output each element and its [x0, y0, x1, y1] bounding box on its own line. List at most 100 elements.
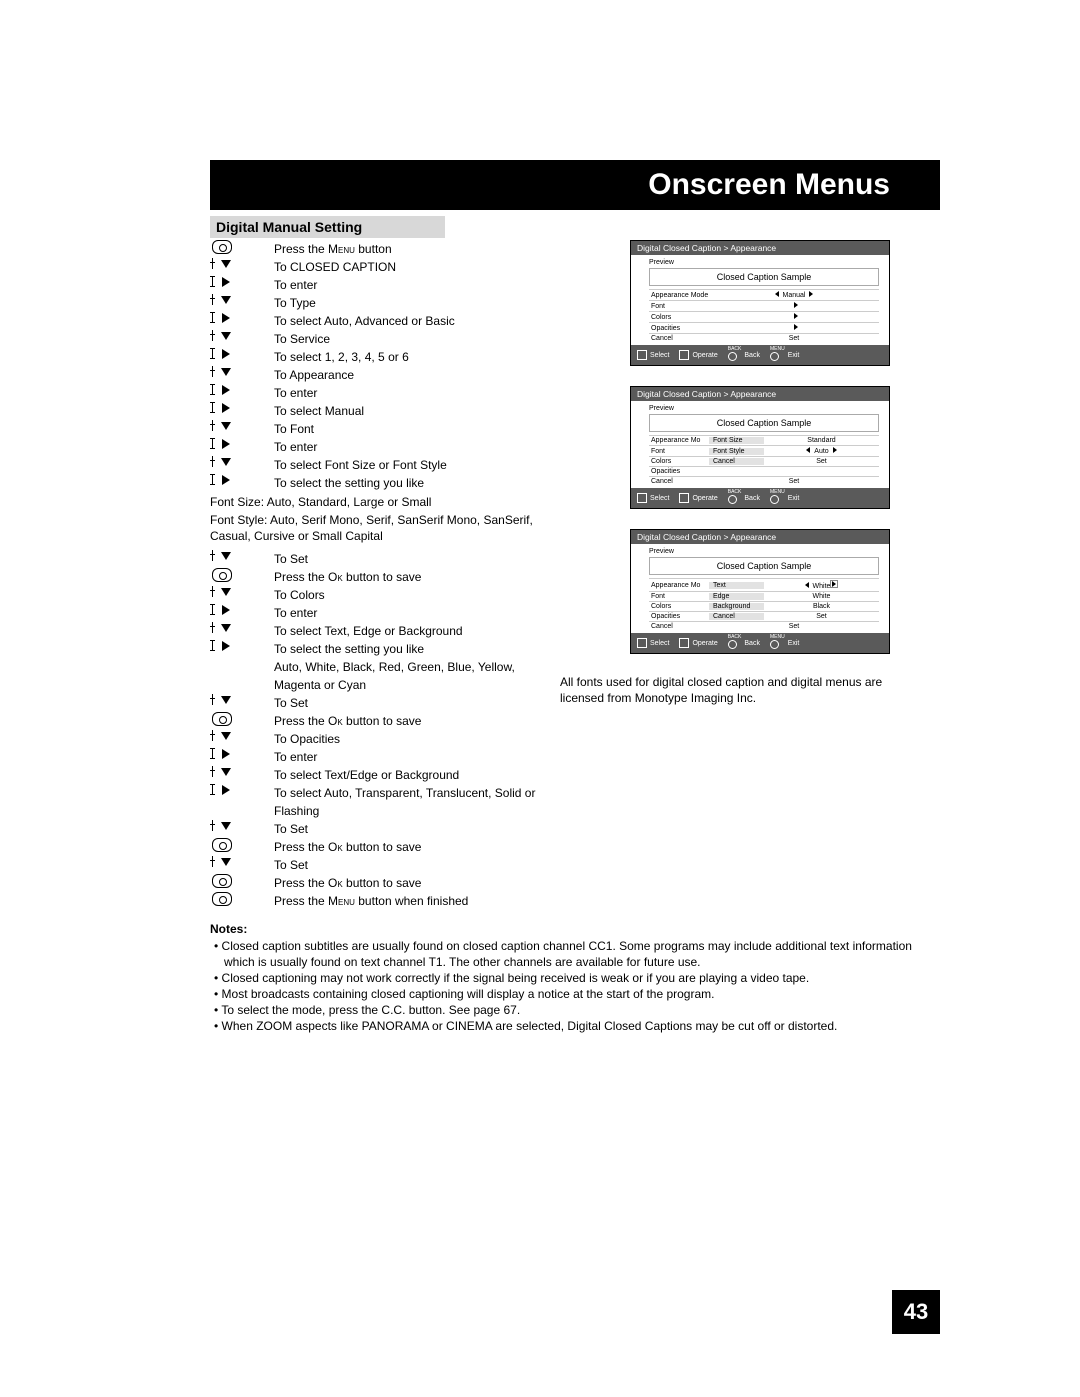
step-text: Press the Ok button to save [274, 568, 550, 586]
nav-symbol-icon [212, 856, 217, 867]
instruction-step: To enter [210, 748, 550, 766]
nav-symbol-icon [212, 820, 217, 831]
triangle-right-icon [222, 785, 230, 795]
triangle-down-icon [221, 458, 231, 466]
remote-button-icon [212, 712, 232, 726]
instruction-step: To Colors [210, 586, 550, 604]
nav-symbol-icon [212, 438, 218, 449]
step-text: Press the Ok button to save [274, 874, 550, 892]
instruction-step: Press the Ok button to save [210, 838, 550, 856]
osd-breadcrumb: Digital Closed Caption > Appearance [631, 241, 889, 255]
instruction-step: To select the setting you like [210, 640, 550, 658]
triangle-down-icon [221, 858, 231, 866]
instruction-step: Press the Menu button [210, 240, 550, 258]
osd-row: ColorsCancelSet [649, 456, 879, 466]
step-text: To select Auto, Advanced or Basic [274, 312, 550, 330]
circle-icon [770, 640, 779, 649]
triangle-down-icon [221, 696, 231, 704]
nav-symbol-icon [212, 384, 218, 395]
nav-symbol-icon [212, 348, 218, 359]
triangle-down-icon [221, 332, 231, 340]
note-item: Most broadcasts containing closed captio… [210, 986, 940, 1002]
osd-preview-label: Preview [649, 405, 879, 412]
remote-button-icon [212, 838, 232, 852]
instruction-step: To Set [210, 856, 550, 874]
nav-symbol-icon [212, 586, 217, 597]
triangle-right-icon [222, 605, 230, 615]
step-text: To enter [274, 384, 550, 402]
step-text: To select Font Size or Font Style [274, 456, 550, 474]
step-text: To Set [274, 856, 550, 874]
triangle-right-icon [222, 439, 230, 449]
osd-preview-1: Digital Closed Caption > AppearancePrevi… [630, 240, 890, 366]
nav-symbol-icon [212, 748, 218, 759]
note-item: When ZOOM aspects like PANORAMA or CINEM… [210, 1018, 940, 1034]
triangle-down-icon [221, 588, 231, 596]
step-text: To Font [274, 420, 550, 438]
instruction-step: To select the setting you like [210, 474, 550, 492]
triangle-right-icon [222, 749, 230, 759]
nav-symbol-icon [212, 694, 217, 705]
instruction-step: To Opacities [210, 730, 550, 748]
instruction-step: To enter [210, 384, 550, 402]
dpad-icon [679, 638, 689, 648]
font-style-options: Font Style: Auto, Serif Mono, Serif, San… [210, 512, 550, 544]
nav-symbol-icon [212, 402, 218, 413]
step-text: To enter [274, 604, 550, 622]
nav-symbol-icon [212, 730, 217, 741]
instruction-step: To select Font Size or Font Style [210, 456, 550, 474]
remote-button-icon [212, 240, 232, 254]
subtitle-bar: Digital Manual Setting [210, 216, 445, 238]
step-text: To select the setting you like [274, 474, 550, 492]
step-text: To select Manual [274, 402, 550, 420]
instruction-step: To Appearance [210, 366, 550, 384]
nav-symbol-icon [212, 330, 217, 341]
nav-symbol-icon [212, 420, 217, 431]
step-text: To select the setting you like [274, 640, 550, 658]
instruction-step: Press the Menu button when finished [210, 892, 550, 910]
osd-preview-3: Digital Closed Caption > AppearancePrevi… [630, 529, 890, 654]
step-text: Press the Ok button to save [274, 838, 550, 856]
instruction-step: To Set [210, 820, 550, 838]
osd-sample: Closed Caption Sample [649, 268, 879, 286]
osd-preview-label: Preview [649, 548, 879, 555]
triangle-right-icon [222, 277, 230, 287]
step-text: To Colors [274, 586, 550, 604]
step-text: To Set [274, 820, 550, 838]
osd-row: Appearance ModeManual [649, 289, 879, 300]
osd-row: CancelSet [649, 333, 879, 343]
osd-row: Colors [649, 311, 879, 322]
step-text: To Set [274, 694, 550, 712]
instruction-step: To Set [210, 550, 550, 568]
triangle-right-icon [222, 313, 230, 323]
step-text: To Appearance [274, 366, 550, 384]
nav-symbol-icon [212, 640, 218, 651]
remote-button-icon [212, 874, 232, 888]
instruction-step: To select 1, 2, 3, 4, 5 or 6 [210, 348, 550, 366]
page-number: 43 [892, 1290, 940, 1334]
note-item: Closed caption subtitles are usually fou… [210, 938, 940, 970]
remote-button-icon [212, 892, 232, 906]
dpad-icon [679, 350, 689, 360]
osd-row: ColorsBackgroundBlack [649, 601, 879, 611]
triangle-down-icon [221, 768, 231, 776]
circle-icon [728, 640, 737, 649]
triangle-right-icon [222, 475, 230, 485]
dpad-icon [679, 493, 689, 503]
osd-row: Font [649, 300, 879, 311]
step-text: To enter [274, 438, 550, 456]
note-item: Closed captioning may not work correctly… [210, 970, 940, 986]
font-size-options: Font Size: Auto, Standard, Large or Smal… [210, 494, 550, 510]
triangle-down-icon [221, 368, 231, 376]
triangle-down-icon [221, 260, 231, 268]
remote-button-icon [212, 568, 232, 582]
step-text: To Type [274, 294, 550, 312]
osd-previews-column: Digital Closed Caption > Appearance Previ… [550, 240, 920, 910]
nav-symbol-icon [212, 456, 217, 467]
step-text: To select Auto, Transparent, Translucent… [274, 784, 550, 820]
instruction-step: To CLOSED CAPTION [210, 258, 550, 276]
circle-icon [728, 495, 737, 504]
dpad-icon [637, 493, 647, 503]
triangle-down-icon [221, 822, 231, 830]
triangle-right-icon [222, 385, 230, 395]
